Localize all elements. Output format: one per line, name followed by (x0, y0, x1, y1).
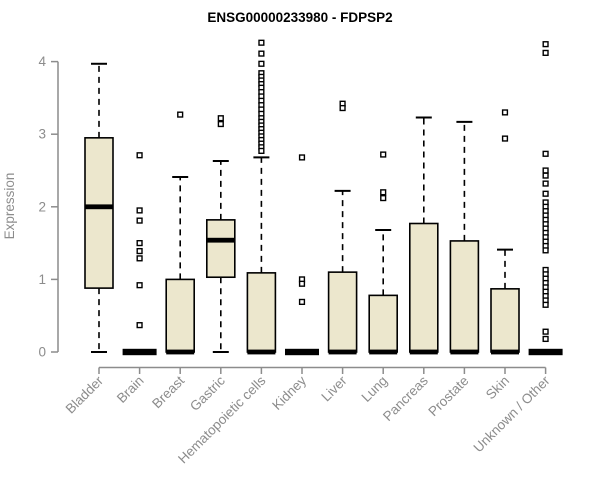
outlier-point (258, 147, 265, 154)
outlier-point (217, 115, 224, 122)
outlier-point (542, 335, 549, 343)
outlier-point (339, 104, 346, 112)
median-line (85, 204, 113, 210)
x-tick-label: Kidney (269, 373, 309, 413)
median-line (206, 237, 235, 243)
outlier-point (542, 247, 549, 254)
outlier-point (136, 255, 143, 262)
y-tick-label: 4 (38, 54, 46, 69)
flat-box-Brain (122, 348, 157, 356)
median-line (369, 349, 398, 355)
x-tick-label: Pancreas (380, 373, 431, 424)
outlier-point (217, 120, 224, 128)
median-line (491, 349, 519, 355)
outlier-point (542, 328, 549, 335)
outlier-point (542, 167, 549, 174)
box-Liver (327, 271, 358, 353)
median-line (247, 349, 276, 355)
box-Pancreas (408, 222, 439, 353)
x-tick-label: Liver (318, 373, 350, 405)
outlier-point (136, 239, 143, 247)
flat-box-Unknown / Other (528, 348, 563, 356)
y-tick-label: 1 (38, 272, 46, 287)
box-Gastric (206, 219, 236, 279)
median-line (450, 349, 479, 355)
x-tick-label: Prostate (425, 373, 471, 419)
x-tick-label: Brain (114, 373, 147, 406)
outlier-point (136, 322, 143, 329)
x-tick-label: Bladder (63, 373, 107, 417)
flat-box-Kidney (285, 348, 319, 356)
outlier-point (136, 207, 143, 214)
outlier-point (542, 41, 549, 48)
outlier-point (177, 111, 184, 118)
outlier-point (501, 135, 509, 142)
outlier-point (258, 50, 265, 57)
outlier-point (501, 109, 509, 116)
box-Bladder (84, 137, 114, 289)
outlier-point (380, 151, 387, 158)
outlier-point (542, 150, 549, 157)
median-line (409, 349, 438, 355)
x-tick-label: Breast (149, 373, 187, 411)
outlier-point (298, 280, 306, 287)
x-tick-label: Lung (358, 373, 390, 405)
outlier-point (542, 301, 549, 308)
outlier-point (380, 189, 387, 196)
x-tick-label: Unknown / Other (470, 373, 553, 456)
y-tick-label: 2 (38, 199, 46, 214)
outlier-point (542, 172, 549, 179)
outlier-point (298, 298, 306, 306)
box-Lung (368, 294, 399, 353)
outlier-point (258, 60, 265, 67)
box-Skin (490, 288, 520, 353)
outlier-point (136, 282, 143, 289)
outlier-point (380, 194, 387, 202)
outlier-point (298, 154, 306, 161)
median-line (166, 349, 195, 355)
box-Prostate (449, 240, 480, 353)
y-tick-label: 3 (38, 127, 46, 142)
outlier-point (136, 217, 143, 224)
outlier-point (258, 39, 265, 46)
median-line (328, 349, 357, 355)
box-Hematopoietic cells (246, 272, 277, 353)
x-tick-label: Skin (483, 373, 512, 402)
y-axis-label: Expression (2, 173, 17, 240)
y-tick-label: 0 (38, 345, 46, 360)
outlier-point (136, 152, 143, 159)
outlier-point (542, 49, 549, 56)
outlier-point (542, 180, 549, 187)
outlier-point (542, 190, 549, 197)
chart-title: ENSG00000233980 - FDPSP2 (207, 10, 392, 25)
outlier-point (136, 247, 143, 255)
box-Breast (165, 278, 195, 353)
